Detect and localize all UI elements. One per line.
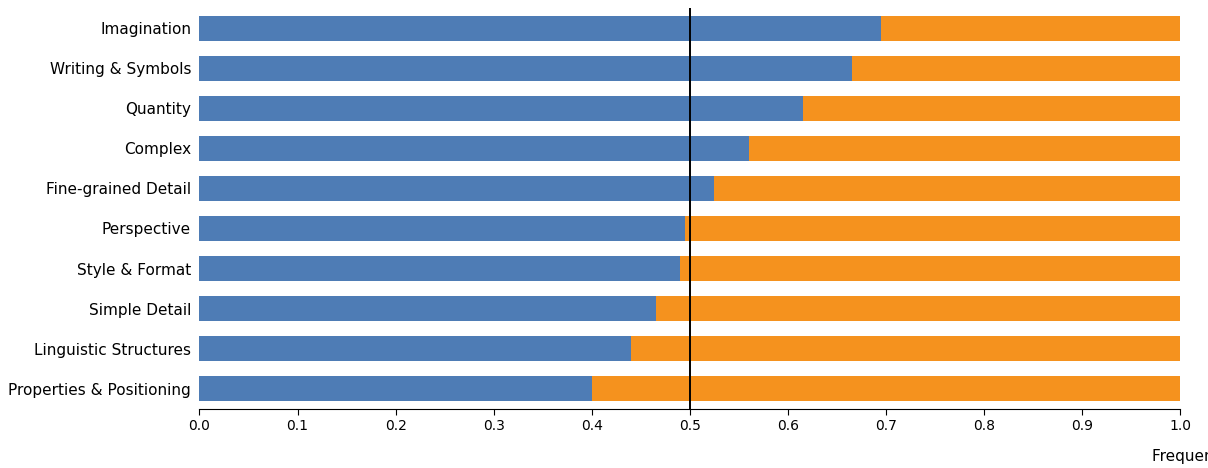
- Bar: [199, 136, 749, 161]
- Bar: [199, 376, 592, 401]
- Bar: [199, 296, 656, 321]
- Bar: [803, 96, 1180, 121]
- Bar: [631, 336, 1180, 361]
- Bar: [685, 216, 1180, 241]
- Bar: [199, 56, 852, 81]
- Bar: [199, 336, 631, 361]
- Bar: [199, 256, 680, 281]
- Bar: [714, 176, 1180, 201]
- Bar: [680, 256, 1180, 281]
- Bar: [749, 136, 1180, 161]
- Bar: [592, 376, 1180, 401]
- Bar: [656, 296, 1180, 321]
- Bar: [199, 16, 881, 41]
- Bar: [881, 16, 1180, 41]
- Bar: [199, 96, 803, 121]
- Bar: [199, 176, 714, 201]
- Bar: [852, 56, 1180, 81]
- X-axis label: Frequency →: Frequency →: [1151, 449, 1208, 464]
- Bar: [199, 216, 685, 241]
